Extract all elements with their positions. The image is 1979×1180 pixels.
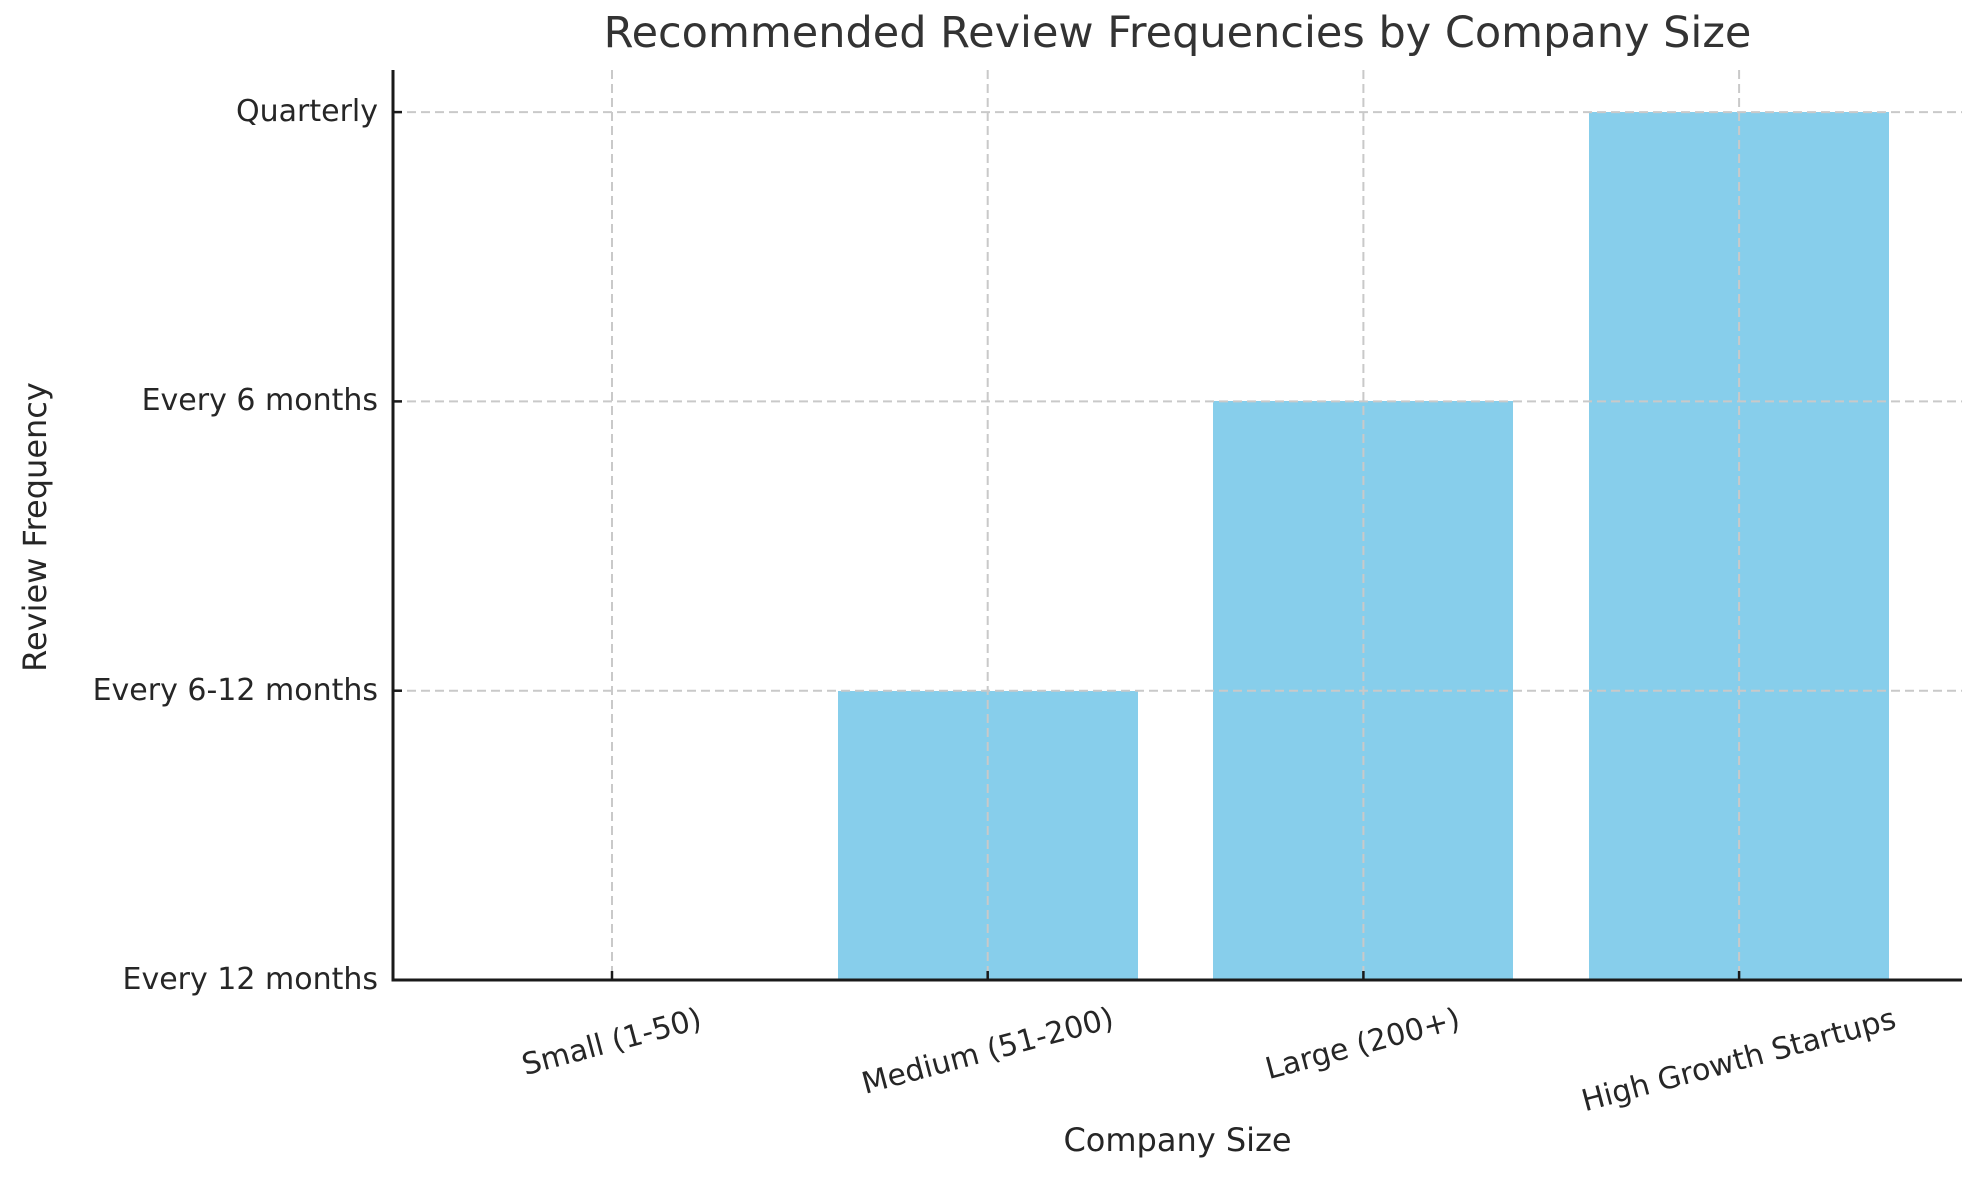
plot-grid-and-axes xyxy=(391,70,1962,982)
bar-chart-figure: Recommended Review Frequencies by Compan… xyxy=(16,9,1962,1159)
